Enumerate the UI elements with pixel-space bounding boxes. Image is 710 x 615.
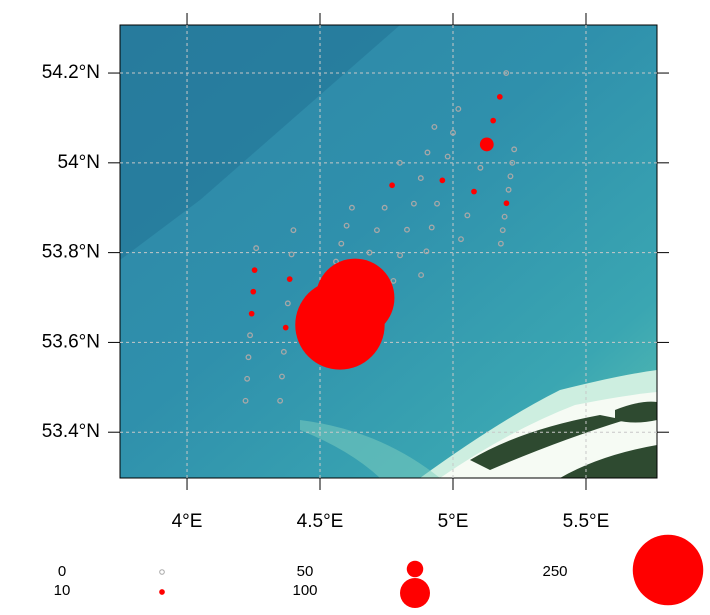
legend-label: 50 bbox=[297, 563, 314, 580]
x-tick-label: 5°E bbox=[438, 511, 469, 532]
y-tick-label: 53.8°N bbox=[42, 242, 100, 263]
catch-bubble bbox=[283, 325, 289, 331]
catch-bubble bbox=[287, 276, 293, 282]
y-tick-label: 54.2°N bbox=[42, 62, 100, 83]
catch-bubble bbox=[249, 311, 255, 317]
catch-bubble bbox=[490, 118, 496, 124]
y-tick-label: 53.4°N bbox=[42, 421, 100, 442]
legend-symbol bbox=[633, 535, 704, 606]
y-tick-label: 53.6°N bbox=[42, 331, 100, 352]
legend-symbol bbox=[159, 589, 165, 595]
x-tick-label: 4.5°E bbox=[297, 511, 344, 532]
catch-bubble bbox=[480, 138, 494, 152]
legend-label: 100 bbox=[292, 582, 317, 599]
legend-label: 0 bbox=[58, 563, 66, 580]
x-tick-label: 5.5°E bbox=[563, 511, 610, 532]
x-tick-label: 4°E bbox=[172, 511, 203, 532]
y-tick-label: 54°N bbox=[58, 152, 100, 173]
map-chart: 4°E 4.5°E 5°E 5.5°E 53.4°N 53.6°N 53.8°N 54°N 54… bbox=[0, 0, 710, 610]
legend-label: 250 bbox=[542, 563, 567, 580]
catch-bubble bbox=[440, 177, 446, 183]
catch-bubble bbox=[389, 182, 395, 188]
catch-bubble bbox=[504, 200, 510, 206]
basemap bbox=[120, 25, 657, 478]
catch-bubble bbox=[471, 189, 477, 195]
catch-bubble bbox=[316, 259, 395, 338]
legend-symbol bbox=[160, 570, 165, 575]
legend-symbol bbox=[407, 561, 424, 578]
catch-bubble bbox=[497, 94, 503, 100]
legend-symbol bbox=[400, 578, 430, 608]
catch-bubble bbox=[250, 289, 256, 295]
legend-label: 10 bbox=[54, 582, 71, 599]
catch-bubble bbox=[252, 267, 258, 273]
